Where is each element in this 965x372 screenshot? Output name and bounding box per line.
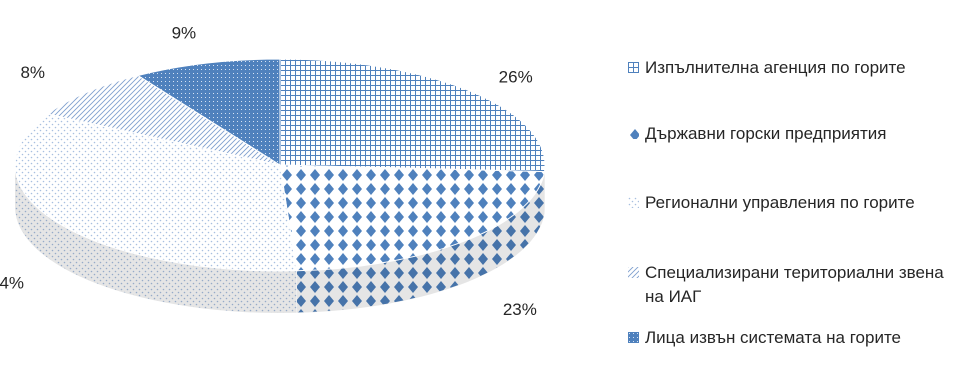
legend-swatch-5 (628, 332, 639, 343)
legend-label-1: Изпълнителна агенция по горите (645, 56, 955, 80)
legend-label-5: Лица извън системата на горите (645, 326, 955, 350)
legend-item-3: Регионални управления по горите (628, 191, 955, 215)
legend-label-4: Специализирани териториални звена на ИАГ (645, 261, 955, 309)
legend-swatch-3 (628, 197, 639, 208)
legend-item-4: Специализирани териториални звена на ИАГ (628, 261, 955, 309)
data-label-2: 23% (503, 300, 537, 319)
legend-item-1: Изпълнителна агенция по горите (628, 56, 955, 80)
legend-swatch-2 (628, 128, 639, 139)
data-label-4: 8% (20, 63, 45, 82)
pie-top-slices (15, 59, 545, 271)
legend-label-3: Регионални управления по горите (645, 191, 955, 215)
legend-swatch-4 (628, 267, 639, 278)
legend-item-2: Държавни горски предприятия (628, 122, 955, 146)
legend-item-5: Лица извън системата на горите (628, 326, 955, 350)
legend-swatch-1 (628, 62, 639, 73)
data-label-3: 34% (0, 273, 24, 292)
legend-label-2: Държавни горски предприятия (645, 122, 955, 146)
data-label-5: 9% (172, 24, 197, 43)
data-label-1: 26% (499, 67, 533, 86)
